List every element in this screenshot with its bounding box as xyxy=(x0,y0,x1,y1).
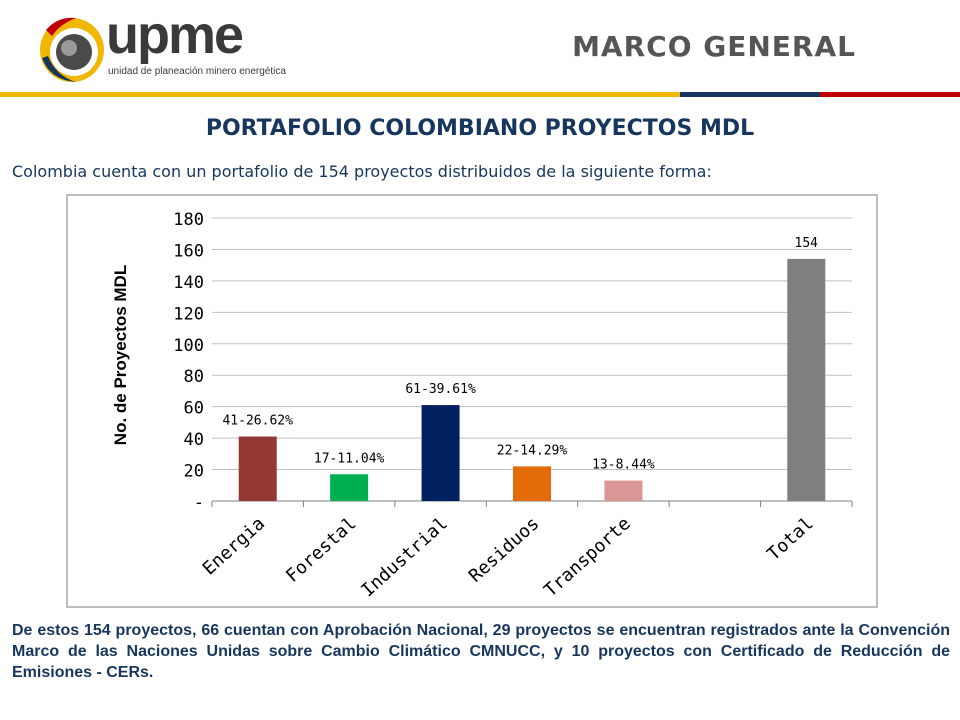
data-label: 61-39.61% xyxy=(405,382,476,397)
x-tick-label: Industrial xyxy=(357,513,452,601)
x-tick-label: Total xyxy=(763,513,817,565)
y-tick-label: - xyxy=(194,493,204,513)
data-label: 22-14.29% xyxy=(497,443,568,458)
chart-gridlines xyxy=(211,217,853,507)
y-tick-label: 60 xyxy=(184,399,204,419)
chart-bars xyxy=(238,258,826,501)
bar xyxy=(604,480,643,501)
stripe-yellow xyxy=(0,92,680,97)
section-title: MARCO GENERAL xyxy=(572,30,856,63)
y-tick-label: 20 xyxy=(184,462,204,482)
y-tick-label: 80 xyxy=(184,367,204,387)
y-axis-label: No. de Proyectos MDL xyxy=(111,265,130,445)
y-tick-label: 140 xyxy=(173,273,204,293)
data-labels: 41-26.62% 17-11.04% 61-39.61% 22-14.29% 13-8… xyxy=(222,236,818,473)
logo-wordmark: upme xyxy=(106,5,244,65)
bar xyxy=(421,405,460,501)
data-label: 13-8.44% xyxy=(592,458,655,473)
header-stripe xyxy=(0,92,960,97)
bar xyxy=(330,474,369,501)
y-axis-ticks: - 20 40 60 80 100 120 140 160 180 xyxy=(173,210,204,513)
bar xyxy=(238,436,277,501)
data-label: 41-26.62% xyxy=(222,414,293,429)
y-tick-label: 120 xyxy=(173,304,204,324)
intro-text: Colombia cuenta con un portafolio de 154… xyxy=(12,162,712,181)
y-tick-label: 100 xyxy=(173,336,204,356)
y-tick-label: 160 xyxy=(173,241,204,261)
x-tick-label: Energia xyxy=(199,513,269,579)
y-tick-label: 40 xyxy=(184,430,204,450)
bar xyxy=(513,466,551,501)
x-tick-label: Forestal xyxy=(282,513,360,587)
slide-title: PORTAFOLIO COLOMBIANO PROYECTOS MDL xyxy=(205,116,755,141)
y-tick-label: 180 xyxy=(173,210,204,230)
x-tick-label: Residuos xyxy=(465,513,543,587)
stripe-blue xyxy=(680,92,820,97)
stripe-red xyxy=(820,92,960,97)
data-label: 17-11.04% xyxy=(314,451,385,466)
data-label: 154 xyxy=(795,236,819,251)
footer-summary: De estos 154 proyectos, 66 cuentan con A… xyxy=(12,622,950,681)
upme-logo-mark-icon xyxy=(40,17,104,82)
upme-logo: upme unidad de planeación minero energét… xyxy=(36,5,286,90)
bar-chart: - 20 40 60 80 100 120 140 160 180 41-26.62% 17-11.… xyxy=(111,210,853,601)
x-tick-label: Transporte xyxy=(540,513,635,601)
logo-subtitle: unidad de planeación minero energética xyxy=(108,66,286,77)
bar xyxy=(787,258,826,501)
chart-frame xyxy=(66,194,878,608)
